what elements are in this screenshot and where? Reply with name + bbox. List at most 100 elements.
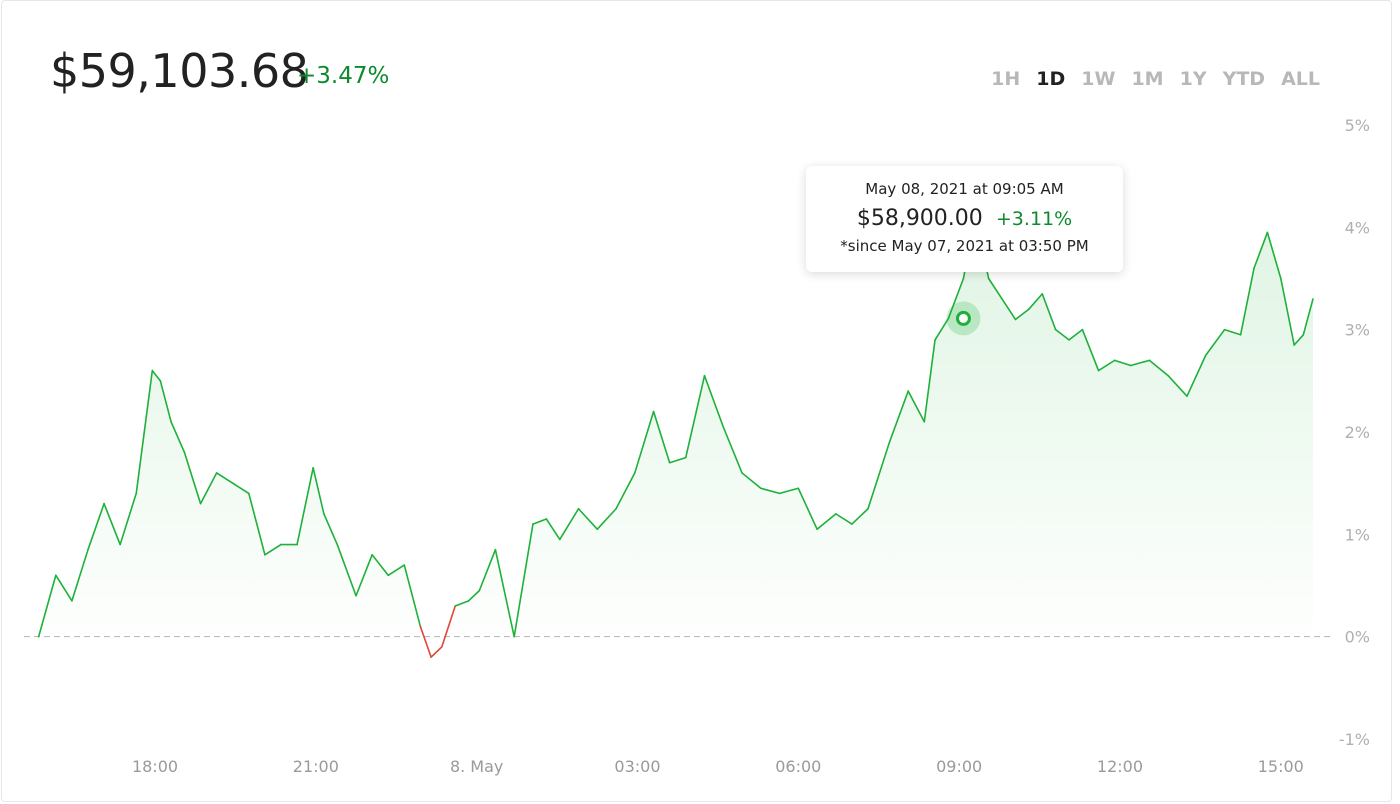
price-line-segment [103,502,121,546]
price-line-segment [1239,267,1255,336]
price-line-segment [684,374,706,459]
price-line-segment [722,426,743,474]
price-line-segment [467,589,481,602]
price-line-segment [545,518,561,541]
range-all[interactable]: ALL [1281,68,1320,90]
price-tooltip: May 08, 2021 at 09:05 AM $58,900.00 +3.1… [806,166,1123,272]
y-tick-label: -1% [1339,730,1370,749]
price-line-segment [296,467,314,546]
price-line-segment [1129,359,1151,367]
price-line-segment [151,369,162,382]
tooltip-change: +3.11% [995,208,1073,230]
range-1m[interactable]: 1M [1131,68,1164,90]
tooltip-price: $58,900.00 [856,206,983,231]
price-line-segment [668,456,687,464]
price-line-segment [759,487,781,495]
price-line-segment [1014,308,1030,321]
price-line-segment [355,553,373,597]
price-line-segment [264,543,282,556]
y-tick-label: 0% [1345,628,1370,647]
price-line-segment [652,410,671,464]
price-line-segment [248,492,266,556]
price-line-segment [199,472,218,505]
price-line-segment [1148,359,1170,377]
price-line-segment [816,513,837,531]
price-line-segment [419,625,432,658]
x-tick-label: 12:00 [1097,757,1143,776]
price-line-segment [987,277,1003,300]
price-line-segment [1280,277,1296,346]
price-line-segment [1068,328,1084,341]
price-area [38,217,1314,658]
price-line-segment [513,523,534,638]
price-line-segment [441,605,457,648]
price-line-segment [851,507,869,525]
price-line-segment [923,339,936,423]
price-line-segment [87,502,105,551]
price-line-segment [312,467,325,515]
price-line-segment [1081,328,1100,372]
price-line-segment [835,513,853,525]
price-line-segment [119,492,138,546]
price-change: +3.47% [297,63,390,89]
price-line-segment [159,380,172,423]
price-line-segment [1223,328,1242,336]
y-tick-label: 4% [1345,218,1370,237]
price-line-segment [183,451,202,505]
price-line-segment [596,507,617,531]
price-line-segment [55,574,73,602]
hover-marker-point[interactable] [955,310,971,326]
price-line-segment [1028,293,1044,311]
price-line-segment [1293,333,1305,346]
price-line-segment [1186,354,1207,397]
x-tick-label: 15:00 [1258,757,1304,776]
price-line-segment [615,472,636,510]
current-price: $59,103.68 [50,44,309,98]
range-ytd[interactable]: YTD [1222,68,1266,90]
price-line-segment [1204,328,1226,357]
price-line-segment [403,564,422,628]
price-line-segment [37,574,57,638]
price-line-segment [797,487,818,531]
x-tick-label: 18:00 [132,757,178,776]
price-line-segment [558,507,580,541]
price-line-segment [947,277,965,320]
price-line-segment [1001,298,1017,321]
price-line-segment [703,374,725,428]
x-tick-label: 21:00 [293,757,339,776]
range-1d[interactable]: 1D [1036,68,1066,90]
price-line-segment [454,600,470,607]
price-line-segment [135,369,154,495]
price-line-segment [1302,298,1314,336]
price-line-segment [387,564,406,577]
price-line-segment [494,548,515,638]
price-line-segment [778,487,800,495]
price-line-segment [741,472,762,490]
range-1w[interactable]: 1W [1081,68,1116,90]
x-tick-label: 8. May [450,757,503,776]
y-tick-label: 1% [1345,525,1370,544]
price-line-segment [1097,359,1116,372]
y-tick-label: 5% [1345,116,1370,135]
price-line-segment [867,441,891,510]
price-line-segment [1167,374,1188,397]
price-line-segment [371,553,390,577]
price-line-segment [231,482,250,495]
price-line-segment [215,472,234,484]
price-line-segment [478,548,497,592]
y-tick-label: 2% [1345,423,1370,442]
range-1h[interactable]: 1H [991,68,1021,90]
tooltip-date: May 08, 2021 at 09:05 AM [865,180,1064,198]
price-line-segment [430,646,443,658]
price-line-segment [170,420,186,454]
range-1y[interactable]: 1Y [1179,68,1207,90]
x-tick-label: 09:00 [936,757,982,776]
price-line-segment [577,507,599,531]
price-line-segment [532,518,548,525]
price-line-segment [1266,231,1282,280]
price-line-segment [907,390,926,423]
price-line-segment [323,513,339,546]
price-line-segment [888,390,910,444]
y-tick-label: 3% [1345,321,1370,340]
